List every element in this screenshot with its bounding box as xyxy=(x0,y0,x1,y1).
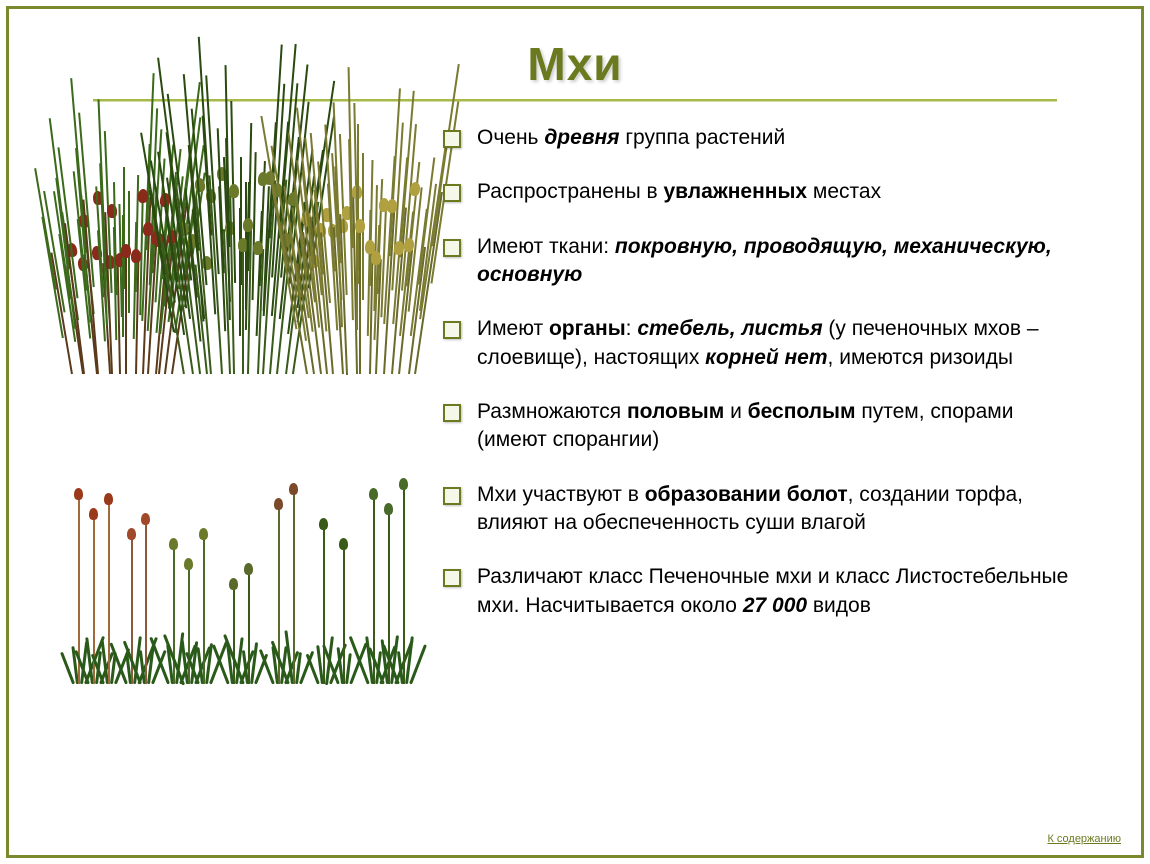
body-row: Очень древня группа растений Распростране… xyxy=(63,124,1087,684)
bullet-item: Размножаются половым и бесполым путем, с… xyxy=(443,398,1087,455)
moss-illustration-bottom xyxy=(63,464,423,684)
to-contents-link[interactable]: К содержанию xyxy=(1047,833,1121,845)
bullet-item: Имеют органы: стебель, листья (у печеноч… xyxy=(443,315,1087,372)
slide-content: Мхи Очень древня группа растений Распрост… xyxy=(9,9,1141,704)
title-underline xyxy=(93,99,1057,102)
bullet-item: Имеют ткани: покровную, проводящую, меха… xyxy=(443,233,1087,290)
bullet-item: Распространены в увлажненных местах xyxy=(443,178,1087,206)
bullet-item: Мхи участвуют в образовании болот, созда… xyxy=(443,481,1087,538)
moss-illustration-top xyxy=(63,154,423,374)
figures-column xyxy=(63,124,423,684)
bullet-item: Очень древня группа растений xyxy=(443,124,1087,152)
bullets-column: Очень древня группа растений Распростране… xyxy=(443,124,1087,684)
page-title: Мхи xyxy=(63,37,1087,91)
bullet-item: Различают класс Печеночные мхи и класс Л… xyxy=(443,563,1087,620)
slide-frame: Мхи Очень древня группа растений Распрост… xyxy=(6,6,1144,858)
bullet-list: Очень древня группа растений Распростране… xyxy=(443,124,1087,620)
